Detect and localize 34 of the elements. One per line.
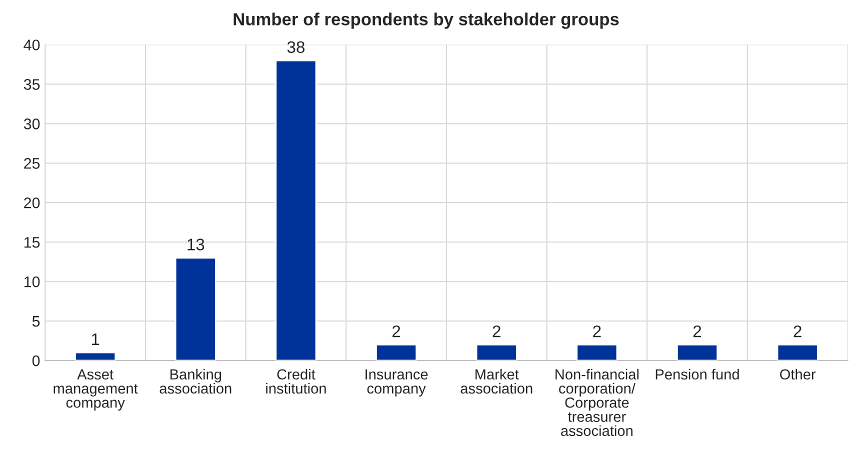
x-tick-label: Banking association <box>160 368 232 394</box>
bar <box>275 60 317 360</box>
y-tick-label: 35 <box>24 79 40 90</box>
bar <box>74 352 116 360</box>
bar <box>174 257 216 360</box>
data-label: 1 <box>92 334 100 345</box>
y-tick-label: 5 <box>32 316 40 327</box>
chart-title: Number of respondents by stakeholder groups <box>234 12 619 29</box>
x-tick-label: Asset management company <box>54 369 138 411</box>
y-tick-label: 15 <box>24 237 40 248</box>
y-tick-label: 25 <box>24 158 40 169</box>
bar <box>576 344 618 360</box>
data-label: 2 <box>392 325 400 338</box>
y-tick-label: 30 <box>24 118 40 130</box>
y-tick-label: 20 <box>24 197 40 208</box>
data-label: 2 <box>593 325 601 338</box>
x-tick-label: Other <box>780 368 816 380</box>
y-tick-label: 0 <box>32 355 40 366</box>
data-label: 2 <box>492 325 500 338</box>
y-tick-label: 40 <box>24 40 40 50</box>
x-tick-label: Insurance company <box>366 369 428 397</box>
bar <box>776 344 818 360</box>
data-label: 2 <box>693 325 702 338</box>
x-tick-label: Credit institution <box>266 368 326 394</box>
x-tick-label: Pension fund <box>656 368 739 380</box>
data-label: 2 <box>794 325 802 338</box>
data-label: 13 <box>188 238 204 250</box>
y-tick-label: 10 <box>24 276 40 288</box>
bar <box>376 344 418 360</box>
x-tick-label: Market association <box>460 368 532 394</box>
data-label: 38 <box>287 41 305 54</box>
bar <box>676 344 718 360</box>
x-tick-label: Non-financial corporation/ Corporate treasurer association <box>556 368 639 436</box>
bar <box>476 344 518 360</box>
